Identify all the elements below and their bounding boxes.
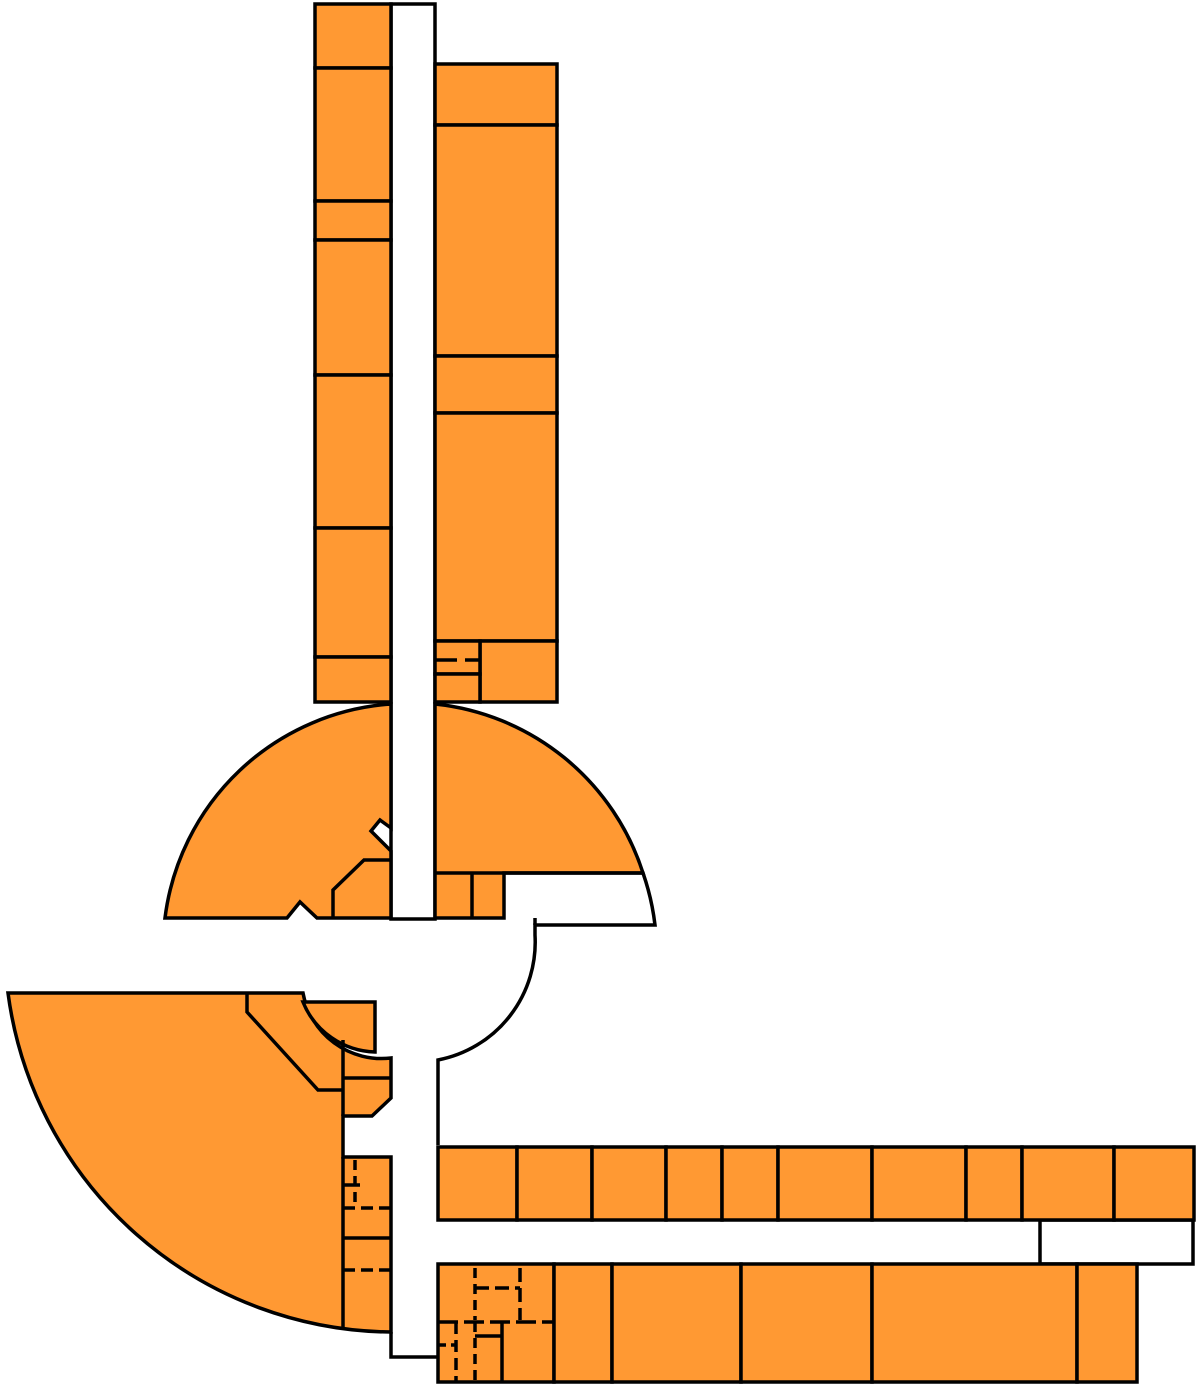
semicircle-east-room[interactable] (433, 702, 646, 920)
room[interactable] (610, 1262, 743, 1384)
partition-wall (245, 993, 343, 1092)
room[interactable] (433, 672, 482, 704)
room[interactable] (313, 199, 393, 242)
wing-north-east-column (433, 62, 559, 704)
quarter-circle-room[interactable] (6, 991, 393, 1334)
main-corridor-north (389, 2, 437, 921)
wing-north-west-column (313, 2, 393, 704)
room[interactable] (313, 655, 393, 704)
wing-south-east-upper-row (436, 1145, 1196, 1222)
room[interactable] (720, 1145, 780, 1222)
lobby-outline (436, 871, 657, 1145)
room[interactable] (313, 373, 393, 530)
room[interactable] (870, 1262, 1079, 1384)
room[interactable] (664, 1145, 724, 1222)
room[interactable] (433, 62, 559, 127)
room[interactable] (1075, 1262, 1139, 1384)
room[interactable] (552, 1262, 614, 1384)
room[interactable] (313, 526, 393, 659)
semicircle-west-room[interactable] (163, 702, 393, 920)
corridors (389, 2, 1195, 1266)
room[interactable] (300, 1000, 377, 1054)
room[interactable] (433, 123, 559, 358)
room[interactable] (1112, 1145, 1196, 1222)
room[interactable] (870, 1145, 968, 1222)
room[interactable] (436, 1145, 519, 1222)
room[interactable] (515, 1145, 594, 1222)
east-corridor-end (1038, 1218, 1195, 1266)
room[interactable] (433, 639, 482, 676)
room[interactable] (776, 1145, 874, 1222)
room[interactable] (433, 411, 559, 643)
partition-wall (331, 858, 391, 918)
room[interactable] (313, 238, 393, 377)
room[interactable] (313, 66, 393, 203)
room[interactable] (433, 354, 559, 415)
room[interactable] (590, 1145, 668, 1222)
room[interactable] (739, 1262, 874, 1384)
room[interactable] (313, 2, 393, 70)
wing-central-semicircle-west (163, 702, 393, 920)
room[interactable] (964, 1145, 1024, 1222)
wing-central-semicircle-east (433, 702, 657, 1145)
room[interactable] (1020, 1145, 1116, 1222)
room[interactable] (478, 639, 559, 704)
wing-south-west-quarter-circle (6, 991, 438, 1359)
corridor-edge (389, 1332, 438, 1359)
wing-south-east-lower-row (436, 1262, 1139, 1384)
